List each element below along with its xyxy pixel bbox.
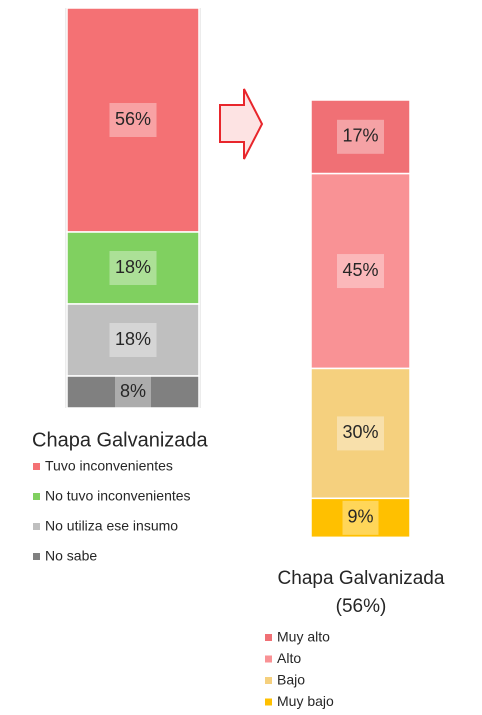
chart-title: Chapa Galvanizada	[278, 568, 445, 589]
legend-swatch	[265, 677, 272, 684]
legend-swatch	[265, 655, 272, 663]
legend-swatch	[33, 553, 40, 560]
arrow	[219, 88, 264, 160]
bar-segment	[66, 7, 200, 233]
bar-segment	[310, 172, 411, 370]
bar-segment	[66, 303, 200, 377]
data-label: 8%	[120, 381, 146, 401]
legend-swatch	[265, 634, 272, 641]
data-label: 17%	[342, 126, 378, 146]
data-label: 30%	[342, 422, 378, 442]
data-label: 9%	[347, 507, 373, 527]
legend-label: No tuvo inconvenientes	[45, 488, 191, 504]
data-label: 56%	[115, 109, 151, 129]
label-box	[109, 251, 157, 285]
label-box	[337, 416, 384, 451]
data-label: 18%	[115, 257, 151, 277]
legend-swatch	[33, 523, 40, 530]
legend-label: Tuvo inconvenientes	[45, 458, 173, 474]
data-label: 45%	[342, 260, 378, 280]
data-label: 18%	[115, 329, 151, 349]
bar-segment	[310, 367, 411, 500]
label-box	[109, 103, 157, 137]
chart-subtitle: (56%)	[336, 596, 387, 617]
label-box	[337, 119, 384, 154]
label-box	[342, 500, 379, 535]
label-box	[109, 323, 157, 357]
chart-title: Chapa Galvanizada	[32, 429, 209, 451]
legend-label: Muy alto	[277, 629, 330, 645]
label-box	[337, 254, 384, 289]
legend-label: Muy bajo	[277, 693, 334, 709]
legend-label: Bajo	[277, 672, 305, 688]
legend-swatch	[33, 493, 40, 500]
legend-label: No sabe	[45, 548, 97, 564]
legend-swatch	[33, 463, 40, 470]
bar-segment	[66, 375, 200, 409]
legend-label: Alto	[277, 650, 301, 666]
label-box	[115, 375, 151, 409]
legend-swatch	[265, 698, 272, 706]
legend-label: No utiliza ese insumo	[45, 518, 178, 534]
bar-segment	[310, 497, 411, 539]
bar-segment	[310, 99, 411, 175]
